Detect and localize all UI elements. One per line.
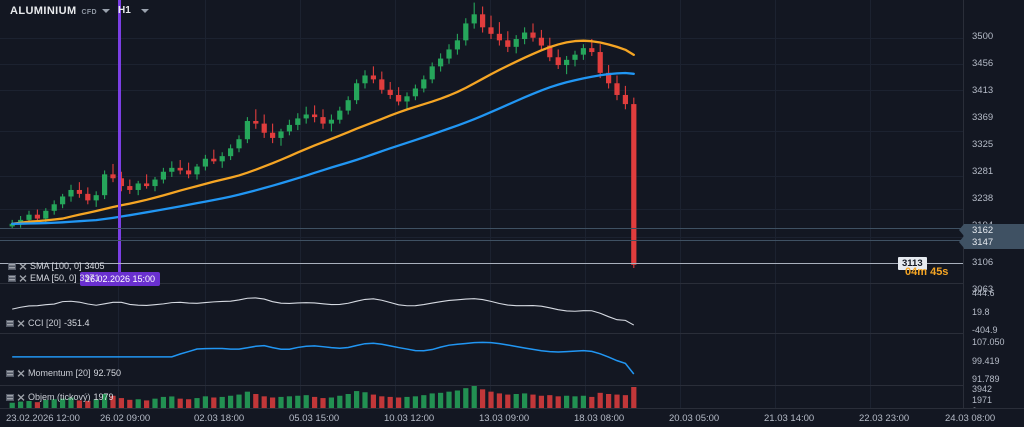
price-level-badge: 3162 — [959, 224, 1024, 237]
momentum-legend-value: 92.750 — [93, 368, 122, 378]
symbol-kind: CFD — [81, 8, 97, 16]
gridline — [0, 90, 963, 91]
price-tick: 3500 — [972, 31, 994, 42]
gridline — [680, 0, 681, 408]
volume-axis-value: 3942 — [972, 384, 993, 394]
timeframe-selector[interactable]: H1 — [118, 5, 149, 16]
cci-legend[interactable]: CCI [20] -351.4 — [6, 318, 90, 328]
time-axis[interactable]: 23.02.2026 12:00 26.02 09:00 02.03 18:00… — [0, 408, 1024, 427]
chevron-down-icon[interactable] — [101, 9, 110, 13]
price-level-line — [0, 240, 963, 241]
momentum-legend-label: Momentum [20] — [28, 368, 91, 378]
ema-legend-label: EMA [50, 0] — [30, 273, 77, 283]
pane-divider — [0, 385, 1024, 386]
bar-countdown-timer: 04m 45s — [905, 266, 949, 278]
symbol-selector[interactable]: ALUMINIUM CFD — [10, 5, 110, 17]
gridline — [0, 38, 963, 39]
sma-legend-value: 3405 — [84, 261, 105, 271]
time-tick: 23.02.2026 12:00 — [6, 413, 80, 424]
timeframe-label: H1 — [118, 5, 131, 16]
volume-legend-value: 1979 — [93, 392, 114, 402]
indicator-settings-icon[interactable] — [8, 274, 16, 282]
time-tick: 26.02 09:00 — [100, 413, 151, 424]
cci-indicator-plot — [12, 297, 635, 326]
volume-legend-label: Objem (tickový) — [28, 392, 91, 402]
gridline — [0, 176, 963, 177]
momentum-axis-value: 91.789 — [972, 374, 1000, 384]
time-tick: 05.03 15:00 — [289, 413, 340, 424]
gridline — [0, 209, 963, 210]
gridline — [0, 64, 963, 65]
indicator-settings-icon[interactable] — [6, 393, 14, 401]
time-tick: 24.03 08:00 — [945, 413, 996, 424]
volume-axis-value: 1971 — [972, 395, 993, 405]
time-tick: 18.03 08:00 — [574, 413, 625, 424]
time-marker-label: 26.02.2026 15:00 — [80, 272, 161, 286]
gridline — [870, 0, 871, 408]
price-tick: 3369 — [972, 112, 994, 123]
gridline — [395, 0, 396, 408]
time-marker-line[interactable] — [118, 0, 121, 286]
cci-axis-value: 444.6 — [972, 288, 995, 298]
symbol-name: ALUMINIUM — [10, 5, 77, 17]
time-tick: 02.03 18:00 — [194, 413, 245, 424]
current-price-line — [0, 263, 963, 264]
momentum-indicator-plot — [12, 341, 635, 375]
chevron-down-icon[interactable] — [140, 8, 149, 13]
indicator-close-icon[interactable] — [19, 262, 27, 270]
chart-header: ALUMINIUM CFD H1 — [0, 0, 1024, 24]
price-tick: 3063 — [972, 284, 994, 295]
time-tick: 21.03 14:00 — [764, 413, 815, 424]
candlestick-series — [9, 2, 637, 269]
indicator-close-icon[interactable] — [17, 369, 25, 377]
gridline — [585, 0, 586, 408]
gridline — [490, 0, 491, 408]
pane-divider — [0, 333, 1024, 334]
time-tick: 10.03 12:00 — [384, 413, 435, 424]
gridline — [775, 0, 776, 408]
pane-divider — [0, 283, 1024, 284]
price-tick: 3106 — [972, 257, 994, 268]
cci-axis-value: 19.8 — [972, 307, 990, 317]
indicator-close-icon[interactable] — [17, 319, 25, 327]
volume-indicator-plot — [9, 385, 637, 408]
indicator-close-icon[interactable] — [19, 274, 27, 282]
gridline — [205, 0, 206, 408]
price-axis[interactable]: 3500 3456 3413 3369 3325 3281 3238 3194 … — [959, 0, 1024, 416]
sma-legend[interactable]: SMA [100, 0] 3405 — [8, 261, 105, 271]
price-level-line — [0, 228, 963, 229]
ema-legend-value: 3371 — [79, 273, 100, 283]
price-tick: 3413 — [972, 85, 994, 96]
ema-legend[interactable]: EMA [50, 0] 3371 — [8, 273, 100, 283]
chart-plot-area[interactable] — [0, 0, 963, 408]
momentum-axis-value: 99.419 — [972, 356, 1000, 366]
gridline — [0, 237, 963, 238]
sma-legend-label: SMA [100, 0] — [30, 261, 82, 271]
indicator-close-icon[interactable] — [17, 393, 25, 401]
time-tick: 22.03 23:00 — [859, 413, 910, 424]
time-tick: 20.03 05:00 — [669, 413, 720, 424]
momentum-axis-value: 107.050 — [972, 337, 1005, 347]
price-tick: 3238 — [972, 193, 994, 204]
indicator-settings-icon[interactable] — [6, 319, 14, 327]
cci-legend-label: CCI [20] — [28, 318, 62, 328]
gridline — [0, 131, 963, 132]
price-tick: 3281 — [972, 166, 994, 177]
current-price-tag: 3113 — [898, 257, 927, 270]
volume-legend[interactable]: Objem (tickový) 1979 — [6, 392, 114, 402]
price-level-badge: 3147 — [959, 236, 1024, 249]
cci-legend-value: -351.4 — [64, 318, 90, 328]
price-tick: 3456 — [972, 58, 994, 69]
indicator-settings-icon[interactable] — [6, 369, 14, 377]
time-tick: 13.03 09:00 — [479, 413, 530, 424]
gridline — [300, 0, 301, 408]
cci-axis-value: -404.9 — [972, 325, 998, 335]
indicator-settings-icon[interactable] — [8, 262, 16, 270]
momentum-legend[interactable]: Momentum [20] 92.750 — [6, 368, 121, 378]
price-tick: 3325 — [972, 139, 994, 150]
